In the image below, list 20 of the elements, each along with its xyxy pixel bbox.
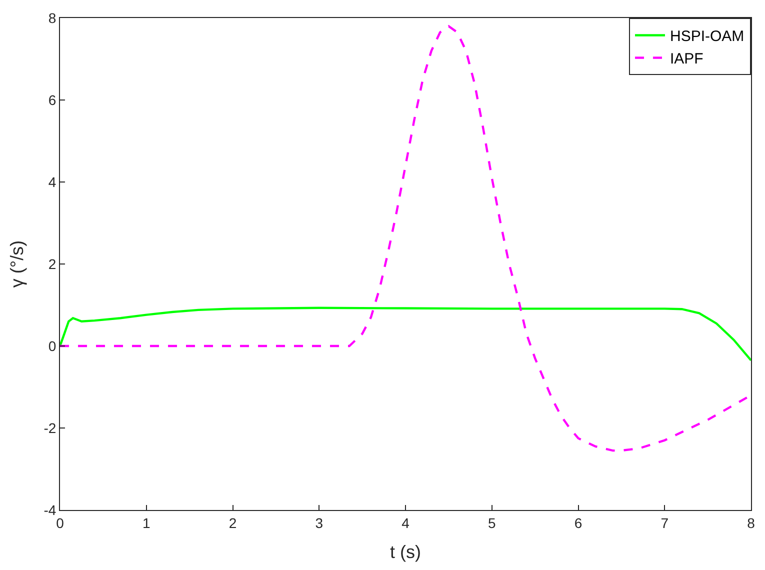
y-tick-label: 6	[48, 92, 56, 108]
x-tick-label: 7	[660, 514, 669, 531]
x-axis-title: t (s)	[390, 542, 421, 562]
y-tick-label: -4	[44, 502, 56, 518]
x-tick-label: 1	[142, 514, 150, 531]
x-tick-label: 5	[488, 514, 496, 531]
line-series	[60, 306, 751, 362]
y-tick-label: 0	[48, 338, 56, 354]
y-tick-label: 2	[48, 256, 56, 272]
x-tick-label: 6	[574, 514, 582, 531]
x-tick-label: 8	[747, 514, 756, 531]
x-tick-label: 2	[228, 514, 237, 531]
y-tick-label: -2	[44, 420, 56, 436]
x-tick-label: 4	[402, 514, 410, 531]
legend-label: IAPF	[670, 50, 704, 68]
y-axis-title: γ (°/s)	[6, 240, 27, 288]
x-tick-label: 3	[315, 514, 324, 531]
y-tick-label: 4	[48, 174, 56, 190]
legend-label: HSPI-OAM	[670, 28, 744, 46]
y-tick-label: 8	[48, 10, 56, 26]
